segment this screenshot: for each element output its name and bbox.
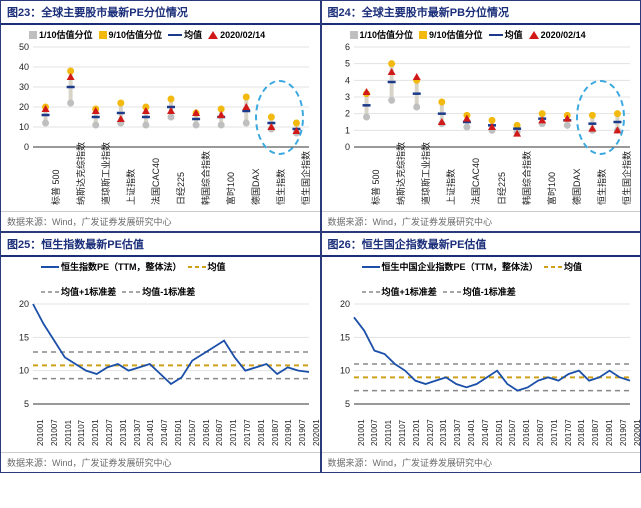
source-25: 数据来源：Wind，广发证券发展研究中心 [1, 452, 320, 472]
source-24: 数据来源：Wind，广发证券发展研究中心 [322, 211, 641, 231]
svg-text:15: 15 [19, 332, 29, 342]
svg-text:20: 20 [339, 300, 349, 309]
svg-text:10: 10 [339, 366, 349, 376]
svg-text:10: 10 [19, 366, 29, 376]
svg-text:50: 50 [19, 43, 29, 52]
svg-text:20: 20 [19, 300, 29, 309]
source-23: 数据来源：Wind，广发证券发展研究中心 [1, 211, 320, 231]
panel-23: 图23：全球主要股市最新PE分位情况 1/10估值分位 9/10估值分位 均值 … [0, 0, 321, 232]
chart-23: 01020304050 标普 500纳斯达克综指数道琼斯工业指数上证指数法国CA… [1, 41, 320, 211]
svg-text:20: 20 [19, 102, 29, 112]
source-26: 数据来源：Wind，广发证券发展研究中心 [322, 452, 641, 472]
svg-text:5: 5 [24, 399, 29, 409]
title-23: 图23：全球主要股市最新PE分位情况 [1, 1, 320, 25]
legend-25: 恒生指数PE（TTM，整体法） 均值 均值+1标准差 均值-1标准差 [1, 257, 320, 298]
legend-24: 1/10估值分位 9/10估值分位 均值 2020/02/14 [322, 25, 641, 41]
svg-text:10: 10 [19, 122, 29, 132]
panel-25: 图25：恒生指数最新PE估值 恒生指数PE（TTM，整体法） 均值 均值+1标准… [0, 232, 321, 473]
svg-text:0: 0 [24, 142, 29, 152]
chart-24: 0123456 标普 500纳斯达克综指数道琼斯工业指数上证指数法国CAC40日… [322, 41, 641, 211]
chart-25: 5101520 20100120100720110120110720120120… [1, 298, 320, 452]
svg-text:5: 5 [344, 59, 349, 69]
svg-text:40: 40 [19, 62, 29, 72]
legend-23: 1/10估值分位 9/10估值分位 均值 2020/02/14 [1, 25, 320, 41]
svg-text:2: 2 [344, 109, 349, 119]
title-25: 图25：恒生指数最新PE估值 [1, 233, 320, 257]
chart-26: 5101520 20100120100720110120110720120120… [322, 298, 641, 452]
title-24: 图24：全球主要股市最新PB分位情况 [322, 1, 641, 25]
highlight-circle-24 [576, 80, 625, 155]
svg-text:5: 5 [344, 399, 349, 409]
svg-text:15: 15 [339, 332, 349, 342]
svg-text:4: 4 [344, 75, 349, 85]
svg-text:3: 3 [344, 92, 349, 102]
title-26: 图26：恒生国企指数最新PE估值 [322, 233, 641, 257]
chart-grid: 图23：全球主要股市最新PE分位情况 1/10估值分位 9/10估值分位 均值 … [0, 0, 641, 473]
svg-text:30: 30 [19, 82, 29, 92]
svg-text:1: 1 [344, 125, 349, 135]
panel-26: 图26：恒生国企指数最新PE估值 恒生中国企业指数PE（TTM，整体法） 均值 … [321, 232, 641, 473]
svg-text:0: 0 [344, 142, 349, 152]
legend-26: 恒生中国企业指数PE（TTM，整体法） 均值 均值+1标准差 均值-1标准差 [322, 257, 641, 298]
svg-text:6: 6 [344, 43, 349, 52]
panel-24: 图24：全球主要股市最新PB分位情况 1/10估值分位 9/10估值分位 均值 … [321, 0, 641, 232]
